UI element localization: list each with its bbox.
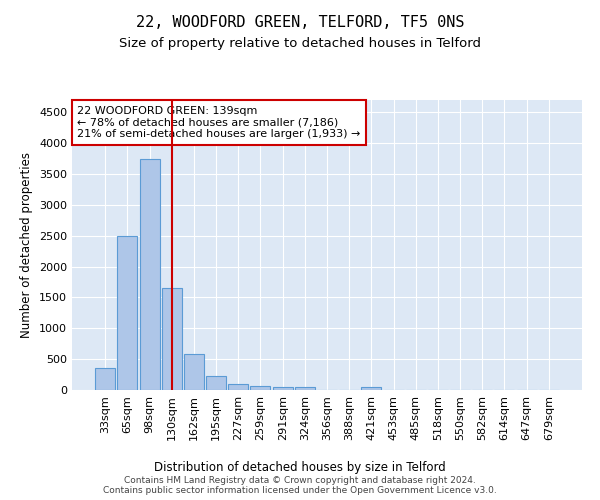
Text: 22 WOODFORD GREEN: 139sqm
← 78% of detached houses are smaller (7,186)
21% of se: 22 WOODFORD GREEN: 139sqm ← 78% of detac… (77, 106, 361, 139)
Bar (140, 158, 160, 390)
Bar (118, 236, 137, 390)
Bar (272, 387, 293, 390)
Y-axis label: Number of detached properties: Number of detached properties (20, 152, 34, 338)
Text: Distribution of detached houses by size in Telford: Distribution of detached houses by size … (154, 461, 446, 474)
Bar (95, 368, 115, 390)
Bar (184, 354, 204, 390)
Text: Contains HM Land Registry data © Crown copyright and database right 2024.
Contai: Contains HM Land Registry data © Crown c… (103, 476, 497, 495)
Bar (295, 387, 315, 390)
Bar (162, 288, 182, 390)
Bar (250, 386, 271, 390)
Bar (206, 376, 226, 390)
Bar (361, 386, 382, 390)
Text: Size of property relative to detached houses in Telford: Size of property relative to detached ho… (119, 38, 481, 51)
Text: 22, WOODFORD GREEN, TELFORD, TF5 0NS: 22, WOODFORD GREEN, TELFORD, TF5 0NS (136, 15, 464, 30)
Bar (228, 384, 248, 390)
